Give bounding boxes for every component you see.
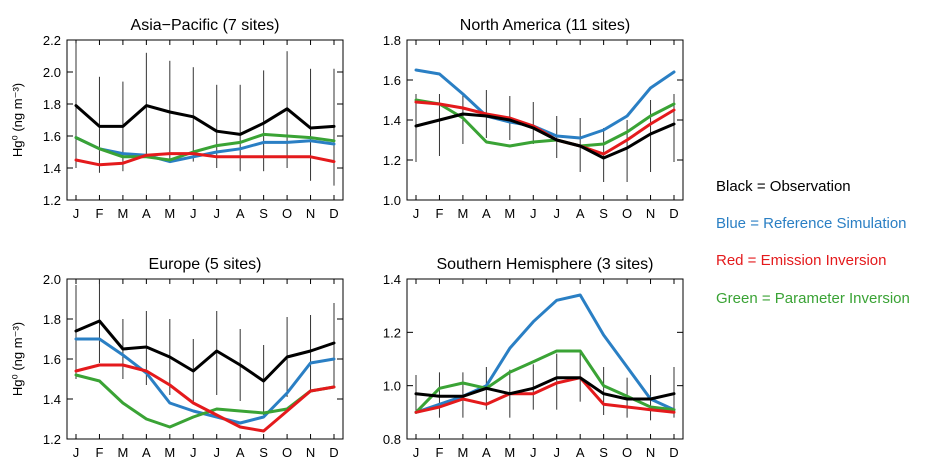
x-tick-label: D	[329, 206, 338, 221]
x-tick-label: F	[95, 206, 103, 221]
x-tick-label: O	[282, 445, 292, 460]
y-tick-label: 1.8	[43, 312, 61, 327]
x-tick-label: J	[530, 206, 537, 221]
legend: Black = Observation Blue = Reference Sim…	[716, 178, 910, 307]
panel-title: Southern Hemisphere (3 sites)	[437, 256, 654, 273]
x-tick-label: S	[259, 445, 268, 460]
plot-frame	[406, 39, 684, 201]
x-tick-label: S	[599, 206, 608, 221]
series-line-0	[414, 112, 676, 160]
y-tick-label: 1.0	[383, 379, 401, 394]
plot-frame	[66, 39, 344, 201]
x-tick-label: A	[142, 206, 151, 221]
series-line-0	[74, 104, 336, 136]
x-tick-label: J	[213, 445, 220, 460]
y-tick-label: 1.4	[43, 392, 61, 407]
x-tick-label: M	[504, 206, 515, 221]
y-tick-label: 1.2	[383, 153, 401, 168]
x-tick-label: J	[73, 206, 80, 221]
y-tick-label: 1.2	[43, 193, 61, 208]
series-line-0	[74, 319, 336, 383]
series-line-2	[74, 152, 336, 167]
legend-entry-observation: Black = Observation	[716, 178, 851, 195]
y-axis-label: Hg⁰ (ng m⁻³)	[10, 83, 25, 157]
y-tick-label: 1.2	[383, 325, 401, 340]
x-tick-label: A	[482, 206, 491, 221]
x-tick-label: N	[306, 206, 315, 221]
x-tick-label: A	[236, 206, 245, 221]
y-tick-label: 2.0	[43, 65, 61, 80]
series-line-2	[74, 363, 336, 433]
legend-entry-reference-simulation: Blue = Reference Simulation	[716, 215, 907, 232]
x-tick-label: S	[599, 445, 608, 460]
x-tick-label: M	[457, 206, 468, 221]
y-tick-label: 1.0	[383, 193, 401, 208]
x-tick-label: A	[576, 206, 585, 221]
series-line-3	[74, 132, 336, 162]
x-tick-label: J	[213, 206, 220, 221]
series-line-2	[414, 376, 676, 414]
y-tick-label: 1.4	[383, 113, 401, 128]
y-axis-label: Hg⁰ (ng m⁻³)	[10, 322, 25, 396]
x-tick-label: J	[553, 445, 560, 460]
x-tick-label: A	[236, 445, 245, 460]
x-tick-label: J	[190, 206, 197, 221]
legend-entry-parameter-inversion: Green = Parameter Inversion	[716, 290, 910, 307]
x-tick-label: M	[504, 445, 515, 460]
panel-title: Asia−Pacific (7 sites)	[131, 17, 280, 34]
x-tick-label: O	[282, 206, 292, 221]
y-tick-label: 1.6	[383, 73, 401, 88]
x-tick-label: M	[457, 445, 468, 460]
y-tick-label: 2.2	[43, 33, 61, 48]
panel-title: North America (11 sites)	[460, 17, 630, 34]
y-tick-label: 1.6	[43, 129, 61, 144]
plot-frame	[406, 278, 684, 440]
x-tick-label: N	[306, 445, 315, 460]
x-tick-label: M	[117, 206, 128, 221]
x-tick-label: F	[435, 445, 443, 460]
x-tick-label: J	[530, 445, 537, 460]
series-line-0	[414, 376, 676, 401]
x-tick-label: A	[482, 445, 491, 460]
x-tick-label: J	[73, 445, 80, 460]
x-tick-label: O	[622, 206, 632, 221]
series-line-1	[414, 293, 676, 414]
x-tick-label: D	[329, 445, 338, 460]
y-tick-label: 2.0	[43, 272, 61, 287]
x-tick-label: J	[413, 445, 420, 460]
x-tick-label: O	[622, 445, 632, 460]
y-tick-label: 1.8	[43, 97, 61, 112]
y-tick-label: 1.8	[383, 33, 401, 48]
x-tick-label: F	[95, 445, 103, 460]
x-tick-label: F	[435, 206, 443, 221]
chart-panels: Asia−Pacific (7 sites) 1.2 1.4 1.6 1.8 2.0 2.2…	[10, 17, 684, 460]
x-tick-label: M	[164, 206, 175, 221]
y-tick-label: 1.4	[383, 272, 401, 287]
y-tick-label: 1.4	[43, 161, 61, 176]
x-tick-label: A	[576, 445, 585, 460]
x-tick-label: J	[553, 206, 560, 221]
chart-panel-0: Asia−Pacific (7 sites) 1.2 1.4 1.6 1.8 2.0 2.2…	[10, 17, 344, 221]
y-tick-label: 0.8	[383, 432, 401, 447]
x-tick-label: N	[646, 445, 655, 460]
x-tick-label: J	[190, 445, 197, 460]
x-tick-label: D	[669, 206, 678, 221]
x-tick-label: M	[164, 445, 175, 460]
x-tick-label: A	[142, 445, 151, 460]
chart-panel-3: Southern Hemisphere (3 sites) 0.8 1.0 1.2 1.…	[383, 256, 684, 460]
panel-title: Europe (5 sites)	[149, 256, 262, 273]
y-tick-label: 1.2	[43, 432, 61, 447]
chart-panel-2: Europe (5 sites)1.21.41.61.82.0J F M A M J J A S…	[10, 256, 344, 460]
x-tick-label: J	[413, 206, 420, 221]
x-tick-label: M	[117, 445, 128, 460]
y-tick-label: 1.6	[43, 352, 61, 367]
legend-entry-emission-inversion: Red = Emission Inversion	[716, 252, 887, 269]
series-line-1	[414, 68, 676, 140]
x-tick-label: D	[669, 445, 678, 460]
chart-panel-1: North America (11 sites) 1.0 1.2 1.4 1.6 1.8 J…	[383, 17, 684, 221]
x-tick-label: S	[259, 206, 268, 221]
x-tick-label: N	[646, 206, 655, 221]
